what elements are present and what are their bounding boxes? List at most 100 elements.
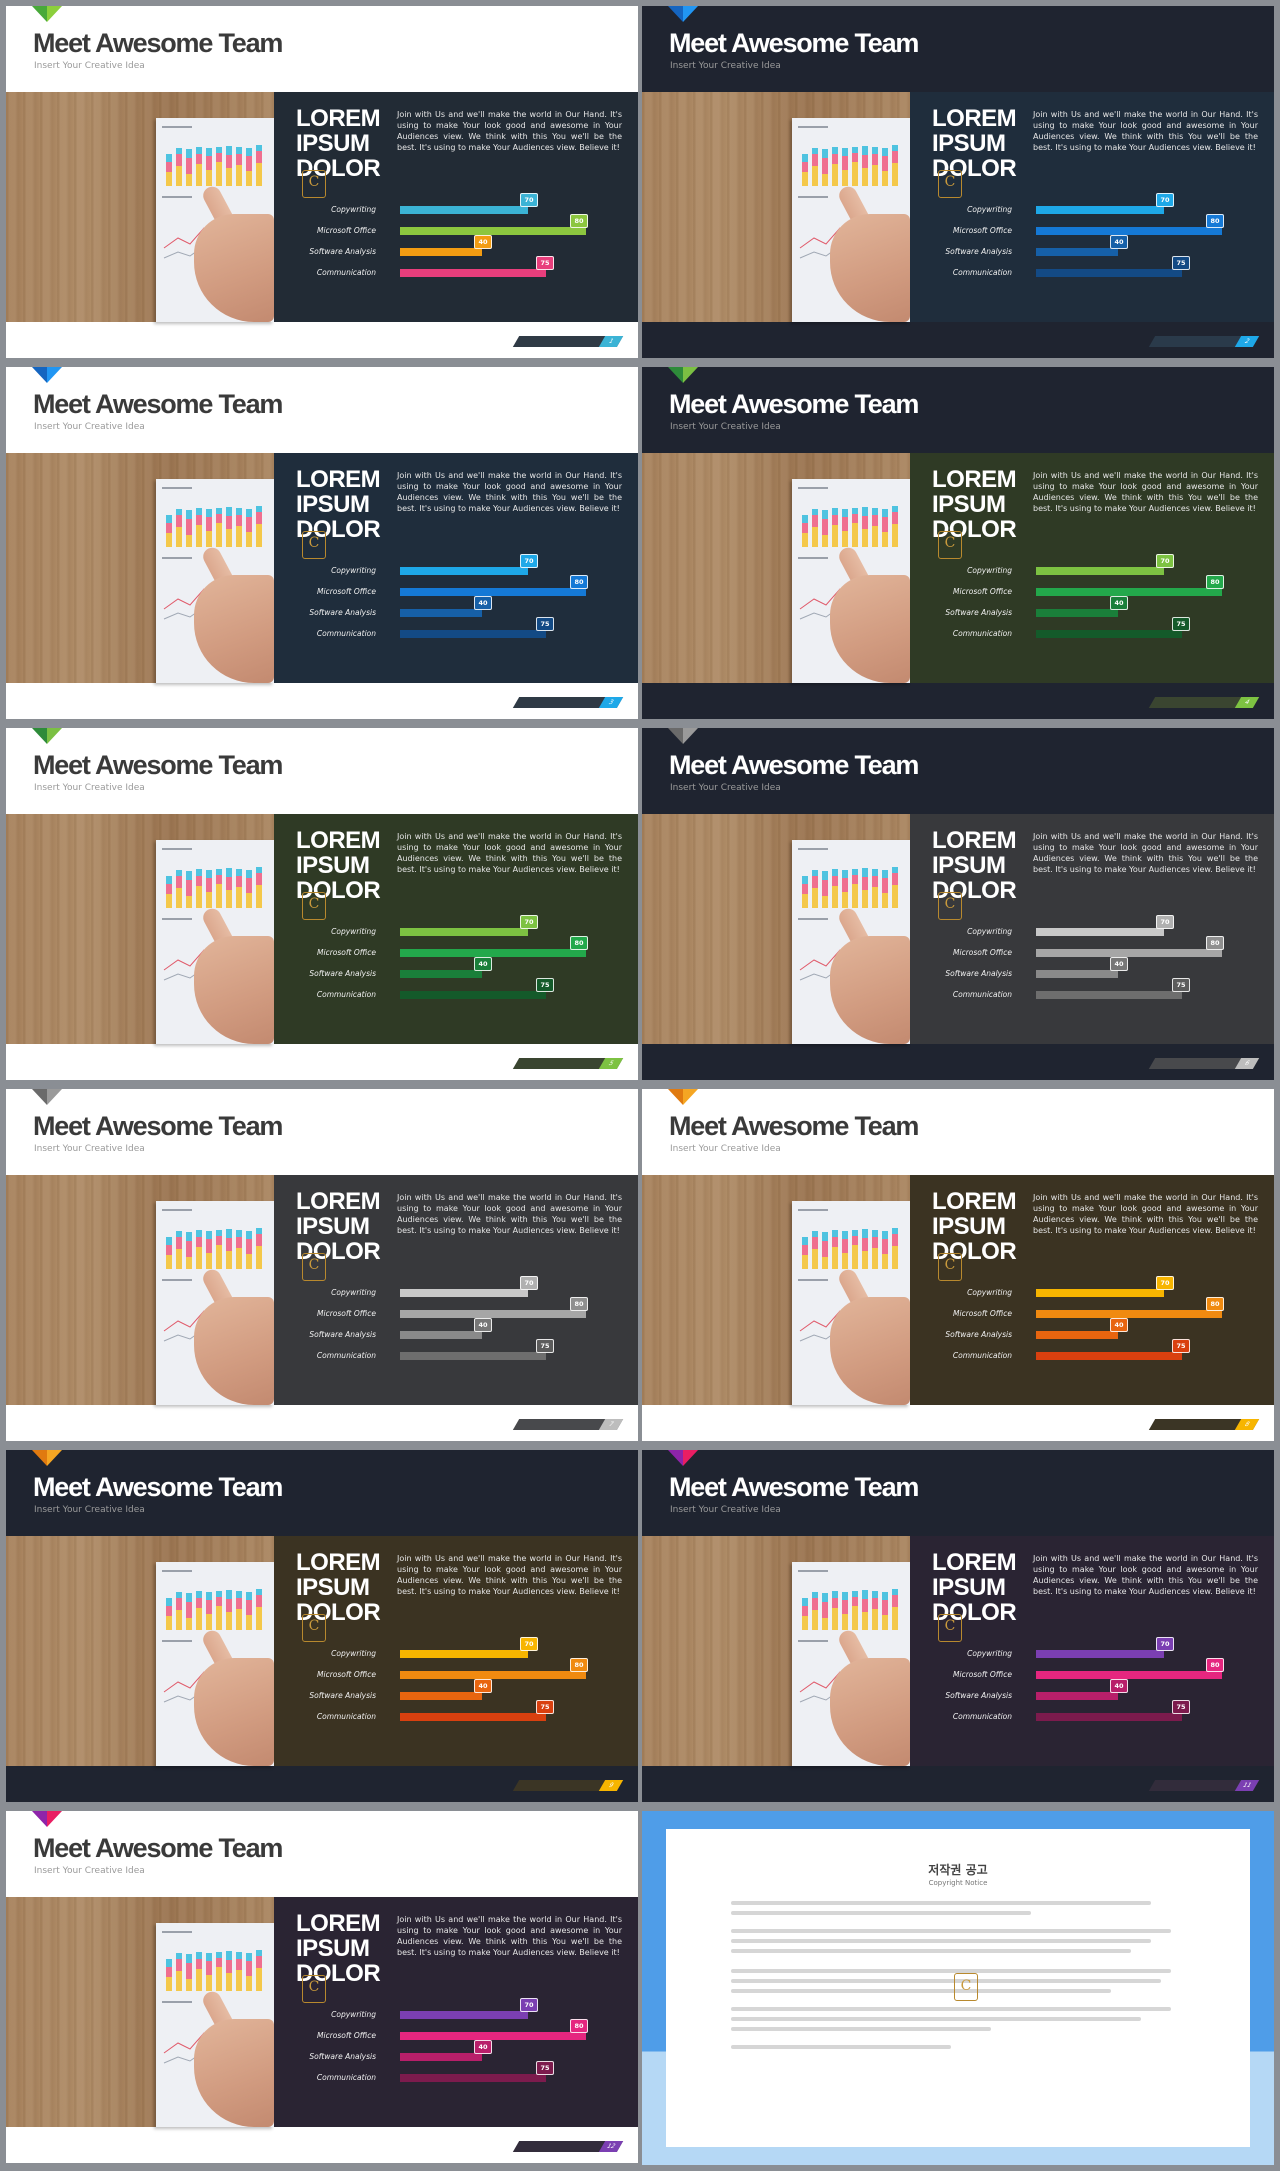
paper-bar (802, 1598, 808, 1606)
paper-bar (872, 1237, 878, 1248)
slide-thumbnail[interactable]: Meet Awesome Team Insert Your Creative Id… (642, 6, 1274, 358)
paper-bar (822, 1593, 828, 1602)
paper-bar (166, 533, 172, 547)
paper-bar (256, 885, 262, 908)
notice-text-line (731, 2007, 1171, 2011)
panel-body-text: Join with Us and we'll make the world in… (397, 1554, 622, 1596)
slide-thumbnail[interactable]: Meet Awesome Team Insert Your Creative Id… (6, 367, 638, 719)
skill-bar (400, 1671, 586, 1679)
skill-bar (400, 991, 546, 999)
paper-bar (226, 1973, 232, 1991)
slide-thumbnail[interactable]: Meet Awesome Team Insert Your Creative Id… (6, 6, 638, 358)
paper-bar (812, 1610, 818, 1630)
paper-bar (236, 526, 242, 547)
paper-bar (226, 890, 232, 908)
skill-bar (1036, 970, 1118, 978)
paper-bar (236, 165, 242, 186)
ribbon-left-shape (668, 1089, 683, 1105)
skill-bar (400, 227, 586, 235)
slide-title: Meet Awesome Team (33, 28, 283, 58)
ribbon-right-shape (683, 728, 698, 744)
paper-bar (216, 875, 222, 884)
paper-bar (832, 1237, 838, 1247)
paper-bar (852, 153, 858, 162)
page-number: 5 (598, 1058, 624, 1069)
skill-label: Copywriting (967, 1649, 1012, 1658)
panel-heading: LOREM IPSUM DOLOR (296, 1189, 381, 1264)
ribbon-bookmark-icon (32, 1811, 62, 1827)
skill-value-badge: 40 (1110, 596, 1128, 610)
paper-bar-chart (166, 860, 270, 908)
paper-bar (166, 1616, 172, 1630)
slide-title: Meet Awesome Team (669, 1111, 919, 1141)
paper-bar (236, 1591, 242, 1598)
paper-bar (196, 886, 202, 908)
paper-bar (196, 1608, 202, 1630)
skill-label: Software Analysis (945, 1691, 1012, 1700)
paper-bar (802, 1606, 808, 1616)
slide-thumbnail[interactable]: Meet Awesome Team Insert Your Creative Id… (6, 1811, 638, 2163)
paper-bar (822, 158, 828, 174)
paper-bar (216, 884, 222, 908)
paper-bar (882, 148, 888, 156)
paper-bar (822, 174, 828, 186)
skill-bar (1036, 928, 1164, 936)
panel-body-text: Join with Us and we'll make the world in… (397, 471, 622, 513)
skill-value-badge: 40 (474, 596, 492, 610)
paper-bar (226, 877, 232, 890)
ribbon-bookmark-icon (668, 1450, 698, 1466)
copyright-notice-thumbnail[interactable]: 저작권 공고 Copyright Notice C (642, 1811, 1274, 2165)
watermark-logo: C (302, 170, 326, 198)
slide-thumbnail[interactable]: Meet Awesome Team Insert Your Creative Id… (6, 728, 638, 1080)
paper-bar (862, 507, 868, 516)
slide-thumbnail[interactable]: Meet Awesome Team Insert Your Creative Id… (6, 1089, 638, 1441)
paper-bar (206, 517, 212, 531)
paper-bar (206, 1953, 212, 1961)
paper-bar (246, 1592, 252, 1600)
skill-label: Copywriting (967, 566, 1012, 575)
content-panel: LOREM IPSUM DOLOR C Join with Us and we'll m… (274, 92, 638, 322)
paper-bar (852, 147, 858, 153)
heading-line: IPSUM (932, 852, 1006, 879)
paper-bar (256, 1246, 262, 1269)
paper-text-line (798, 1640, 828, 1642)
ribbon-right-shape (683, 1089, 698, 1105)
skill-label: Microsoft Office (317, 2031, 376, 2040)
slide-thumbnail[interactable]: Meet Awesome Team Insert Your Creative Id… (6, 1450, 638, 1802)
watermark-logo: C (938, 1614, 962, 1642)
skill-value-badge: 75 (536, 1339, 554, 1353)
paper-bar (812, 1598, 818, 1610)
paper-bar-chart (166, 1582, 270, 1630)
slide-thumbnail[interactable]: Meet Awesome Team Insert Your Creative Id… (642, 728, 1274, 1080)
content-panel: LOREM IPSUM DOLOR C Join with Us and we'll m… (910, 92, 1274, 322)
panel-heading: LOREM IPSUM DOLOR (296, 1911, 381, 1986)
skill-label: Communication (952, 990, 1012, 999)
skill-value-badge: 70 (520, 1276, 538, 1290)
paper-bar (872, 508, 878, 515)
paper-bar (852, 1245, 858, 1269)
skill-value-badge: 75 (1172, 978, 1190, 992)
slide-thumbnail[interactable]: Meet Awesome Team Insert Your Creative Id… (642, 1450, 1274, 1802)
paper-bar (176, 1598, 182, 1610)
paper-bar (256, 1234, 262, 1246)
paper-bar (802, 1616, 808, 1630)
slide-subtitle: Insert Your Creative Idea (34, 61, 145, 71)
notice-sheet: 저작권 공고 Copyright Notice C (666, 1829, 1250, 2147)
skill-label: Copywriting (331, 1288, 376, 1297)
slide-subtitle: Insert Your Creative Idea (670, 783, 781, 793)
watermark-logo: C (302, 1975, 326, 2003)
paper-bar (196, 154, 202, 164)
paper-bar (892, 867, 898, 873)
paper-bar (166, 894, 172, 908)
paper-bar (166, 515, 172, 523)
paper-bar (862, 1229, 868, 1238)
slide-thumbnail[interactable]: Meet Awesome Team Insert Your Creative Id… (642, 1089, 1274, 1441)
slide-subtitle: Insert Your Creative Idea (670, 1144, 781, 1154)
paper-bar (842, 1231, 848, 1239)
paper-bar (236, 1248, 242, 1269)
slide-thumbnail[interactable]: Meet Awesome Team Insert Your Creative Id… (642, 367, 1274, 719)
skill-bar (1036, 1692, 1118, 1700)
notice-text-line (731, 1911, 1031, 1915)
paper-bar (256, 1956, 262, 1968)
paper-bar (216, 1591, 222, 1597)
